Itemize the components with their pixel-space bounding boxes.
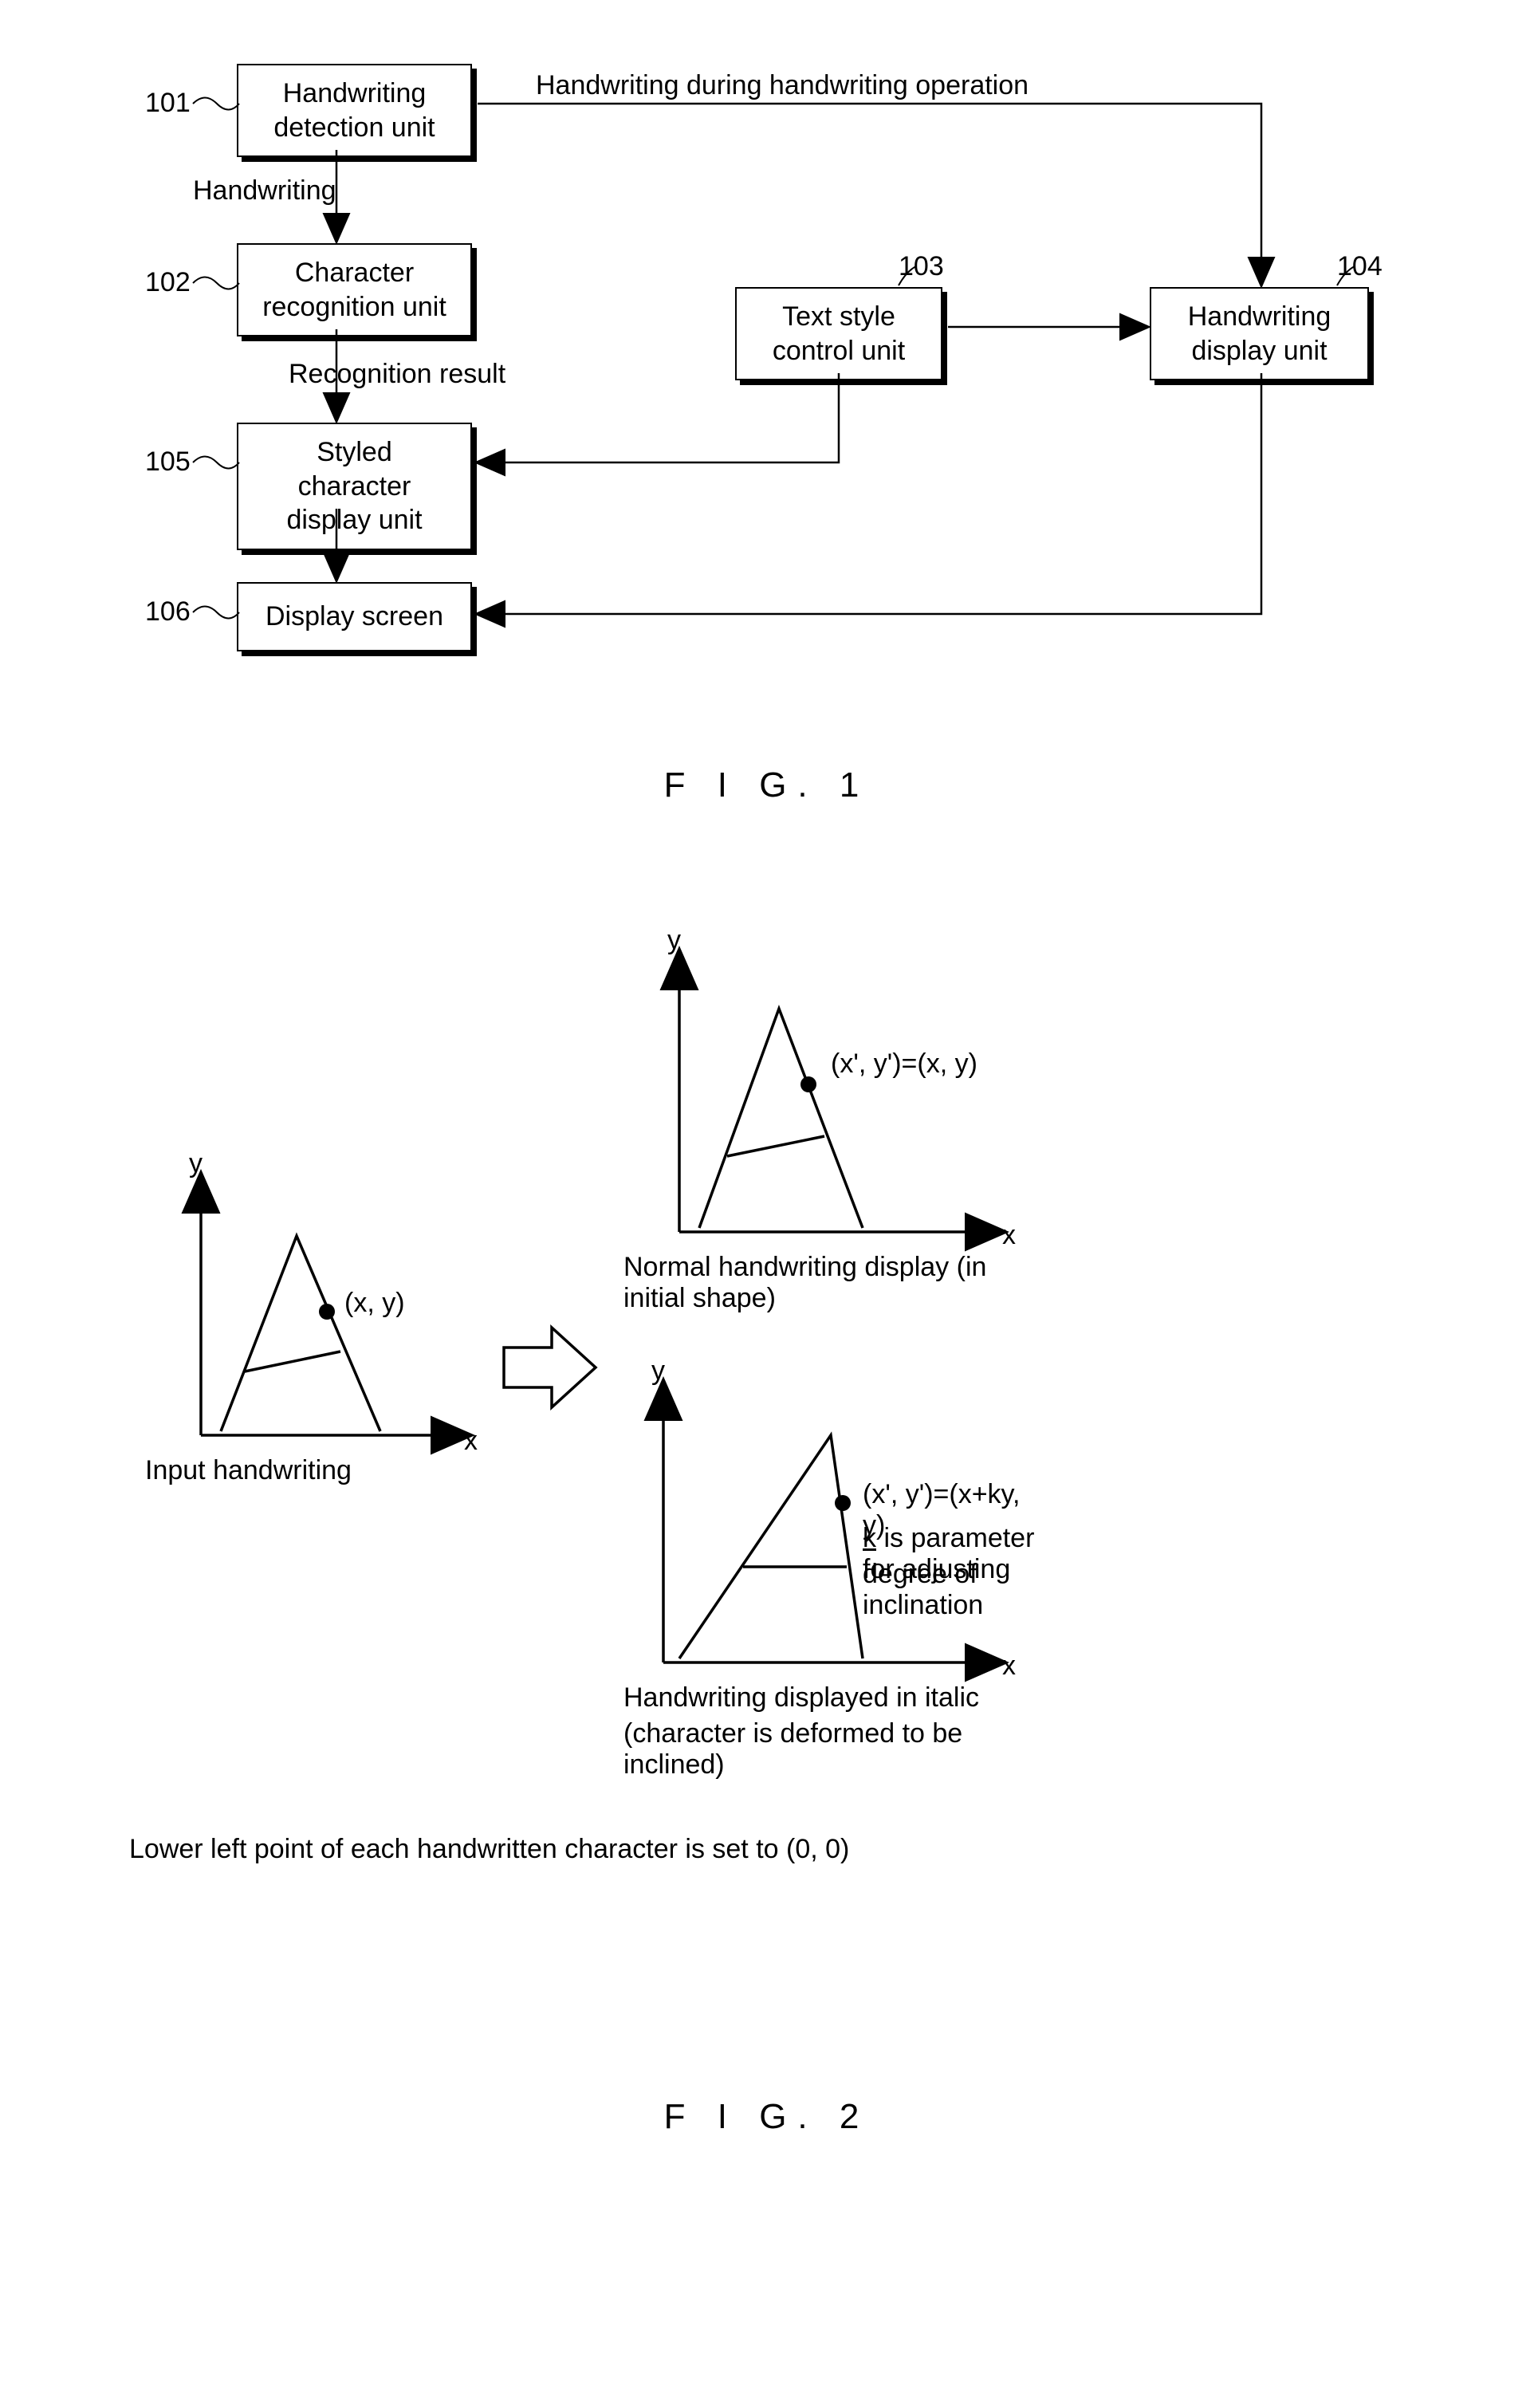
graph-italic: y x (x', y')=(x+ky, y) k is parameter fo… — [623, 1348, 1038, 1702]
ref-102: 102 — [145, 267, 191, 298]
fig2-footnote: Lower left point of each handwritten cha… — [129, 1834, 849, 1865]
italic-caption2: (character is deformed to be inclined) — [623, 1718, 1038, 1780]
italic-x-label: x — [1002, 1651, 1016, 1682]
fig2-title: F I G. 2 — [80, 2097, 1454, 2137]
normal-y-label: y — [667, 925, 681, 956]
graph-input: y x (x, y) Input handwriting — [145, 1140, 504, 1479]
ref-101: 101 — [145, 88, 191, 119]
input-caption: Input handwriting — [145, 1455, 352, 1486]
fig1-title: F I G. 1 — [80, 765, 1454, 805]
italic-k-line2: degree of inclination — [863, 1559, 1038, 1621]
italic-caption1: Handwriting displayed in italic — [623, 1682, 979, 1714]
normal-x-label: x — [1002, 1220, 1016, 1251]
normal-caption: Normal handwriting display (in initial s… — [623, 1252, 1038, 1314]
ref-106: 106 — [145, 596, 191, 628]
block-104: Handwritingdisplay unit — [1150, 287, 1369, 380]
figure-1: Handwritingdetection unit Characterrecog… — [80, 64, 1454, 805]
ref-105: 105 — [145, 447, 191, 478]
ref-104: 104 — [1337, 251, 1383, 282]
input-y-label: y — [189, 1148, 203, 1179]
transform-arrow-icon — [496, 1320, 604, 1419]
normal-point-label: (x', y')=(x, y) — [831, 1049, 977, 1080]
edge-label-handwriting: Handwriting — [193, 175, 336, 207]
block-101: Handwritingdetection unit — [237, 64, 472, 157]
fig2-area: y x (x, y) Input handwriting — [81, 901, 1453, 2097]
fig1-diagram: Handwritingdetection unit Characterrecog… — [81, 64, 1453, 718]
block-106: Display screen — [237, 582, 472, 651]
block-103: Text stylecontrol unit — [735, 287, 942, 380]
graph-normal: y x (x', y')=(x, y) Normal handwriting d… — [623, 917, 1038, 1272]
figure-2: y x (x, y) Input handwriting — [80, 901, 1454, 2137]
edge-label-recognition: Recognition result — [289, 359, 505, 390]
block-105: Styled characterdisplay unit — [237, 423, 472, 550]
input-x-label: x — [464, 1426, 478, 1457]
edge-label-operation: Handwriting during handwriting operation — [536, 70, 1029, 101]
italic-y-label: y — [651, 1355, 665, 1387]
block-102: Characterrecognition unit — [237, 243, 472, 336]
ref-103: 103 — [899, 251, 944, 282]
input-point-label: (x, y) — [344, 1288, 405, 1319]
